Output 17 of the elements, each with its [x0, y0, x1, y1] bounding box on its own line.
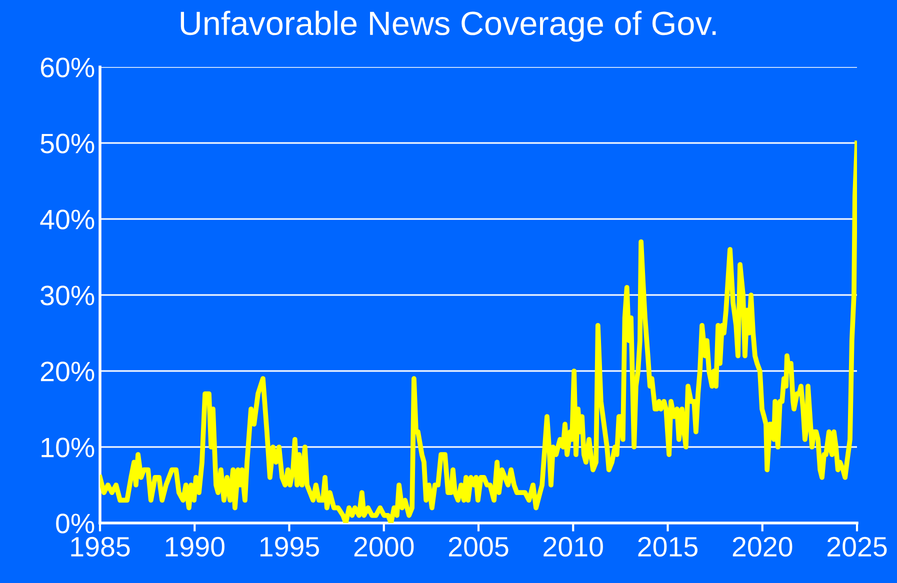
x-tick-label: 2000 [354, 536, 414, 557]
x-tick-label: 2015 [638, 536, 698, 557]
x-tick-label: 1985 [71, 536, 130, 557]
y-tick-label: 60% [40, 58, 94, 78]
y-tick-label: 20% [40, 362, 94, 382]
y-tick-label: 10% [42, 438, 94, 458]
x-tick-label: 2025 [828, 536, 887, 557]
y-tick-label: 30% [40, 286, 94, 306]
x-tick-label: 2005 [449, 536, 508, 557]
x-tick-label: 2010 [544, 536, 603, 557]
x-tick-label: 1995 [260, 536, 319, 557]
x-tick-label: 2020 [732, 536, 792, 557]
x-tick-label: 1990 [166, 536, 224, 557]
y-tick-label: 0% [56, 514, 94, 534]
y-tick-label: 40% [40, 210, 94, 230]
y-tick-label: 50% [40, 134, 94, 154]
chart-title: Unfavorable News Coverage of Gov. [180, 10, 716, 42]
